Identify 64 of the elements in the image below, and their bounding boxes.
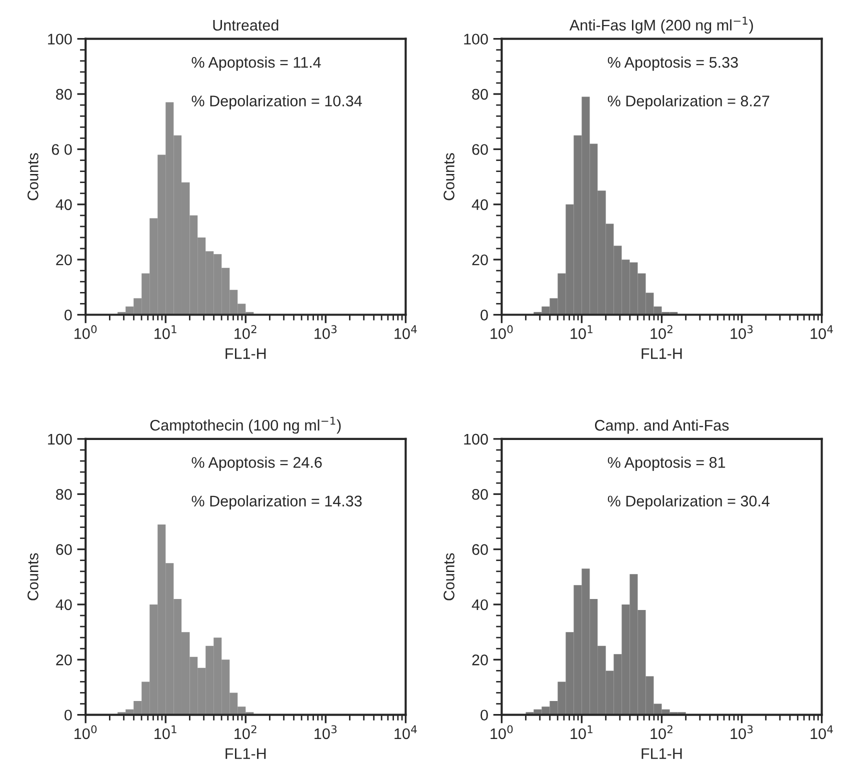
y-tick-label: 60 [472,144,488,155]
annotation: % Depolarization = 14.33 [192,495,362,510]
annotation: % Apoptosis = 11.4 [192,56,321,71]
chart-title: Camptothecin (100 ng ml$^{−1}$) [150,416,341,434]
y-tick-label: 80 [56,88,72,100]
x-axis-title: FL1-H [226,748,266,759]
x-tick-label: 10$^{3}$ [730,325,753,340]
y-tick-label: 0 [480,310,488,320]
annotation: % Apoptosis = 81 [608,456,726,471]
x-tick-label: 10$^{1}$ [570,725,592,740]
x-tick-label: 10$^{0}$ [490,725,513,740]
chart-title: Camp. and Anti-Fas [594,420,729,434]
annotation: % Depolarization = 30.4 [608,495,770,510]
x-tick-label: 10$^{3}$ [314,725,337,740]
x-tick-label: 10$^{1}$ [154,325,176,340]
x-tick-label: 10$^{4}$ [394,725,417,740]
annotation: % Depolarization = 8.27 [608,95,770,110]
x-tick-label: 10$^{0}$ [74,725,97,740]
y-tick-label: 20 [472,654,488,666]
chart-title: Anti-Fas IgM (200 ng ml$^{−1}$) [569,16,753,34]
y-axis-title: Counts [28,153,38,200]
y-tick-label: 0 [64,310,72,320]
y-tick-label: 40 [56,599,72,610]
y-tick-label: 100 [464,34,488,45]
x-tick-label: 10$^{0}$ [490,325,513,340]
y-tick-label: 100 [48,34,72,45]
y-tick-label: 100 [48,434,72,445]
y-tick-label: 60 [56,544,72,555]
x-tick-label: 10$^{2}$ [650,325,672,340]
x-tick-label: 10$^{0}$ [74,325,97,340]
y-tick-label: 80 [472,488,488,500]
x-tick-label: 10$^{4}$ [810,325,833,340]
chart-title: Untreated [213,19,278,31]
x-tick-label: 10$^{2}$ [650,725,672,740]
x-tick-label: 10$^{2}$ [234,325,256,340]
y-tick-label: 6 0 [52,144,72,155]
y-axis-title: Counts [444,153,454,200]
x-axis-title: FL1-H [642,748,682,759]
y-tick-label: 40 [56,199,72,210]
x-tick-label: 10$^{2}$ [234,725,256,740]
y-tick-label: 20 [56,654,72,666]
annotation: % Depolarization = 10.34 [192,95,362,110]
y-tick-label: 20 [472,254,488,266]
x-axis-title: FL1-H [642,348,682,359]
y-tick-label: 0 [64,710,72,721]
x-tick-label: 10$^{4}$ [394,325,417,340]
x-tick-label: 10$^{1}$ [154,725,176,740]
y-tick-label: 100 [464,434,488,445]
y-tick-label: 40 [472,199,488,210]
y-tick-label: 0 [480,710,488,721]
y-tick-label: 80 [472,88,488,100]
x-tick-label: 10$^{3}$ [730,725,753,740]
x-axis-title: FL1-H [226,348,266,359]
x-tick-label: 10$^{4}$ [810,725,833,740]
x-tick-label: 10$^{3}$ [314,325,337,340]
y-tick-label: 60 [472,544,488,555]
annotation: % Apoptosis = 24.6 [192,456,322,471]
y-tick-label: 80 [56,488,72,500]
x-tick-label: 10$^{1}$ [570,325,592,340]
y-tick-label: 20 [56,254,72,266]
y-tick-label: 40 [472,599,488,610]
y-axis-title: Counts [28,553,38,600]
y-axis-title: Counts [444,553,454,600]
annotation: % Apoptosis = 5.33 [608,56,738,71]
